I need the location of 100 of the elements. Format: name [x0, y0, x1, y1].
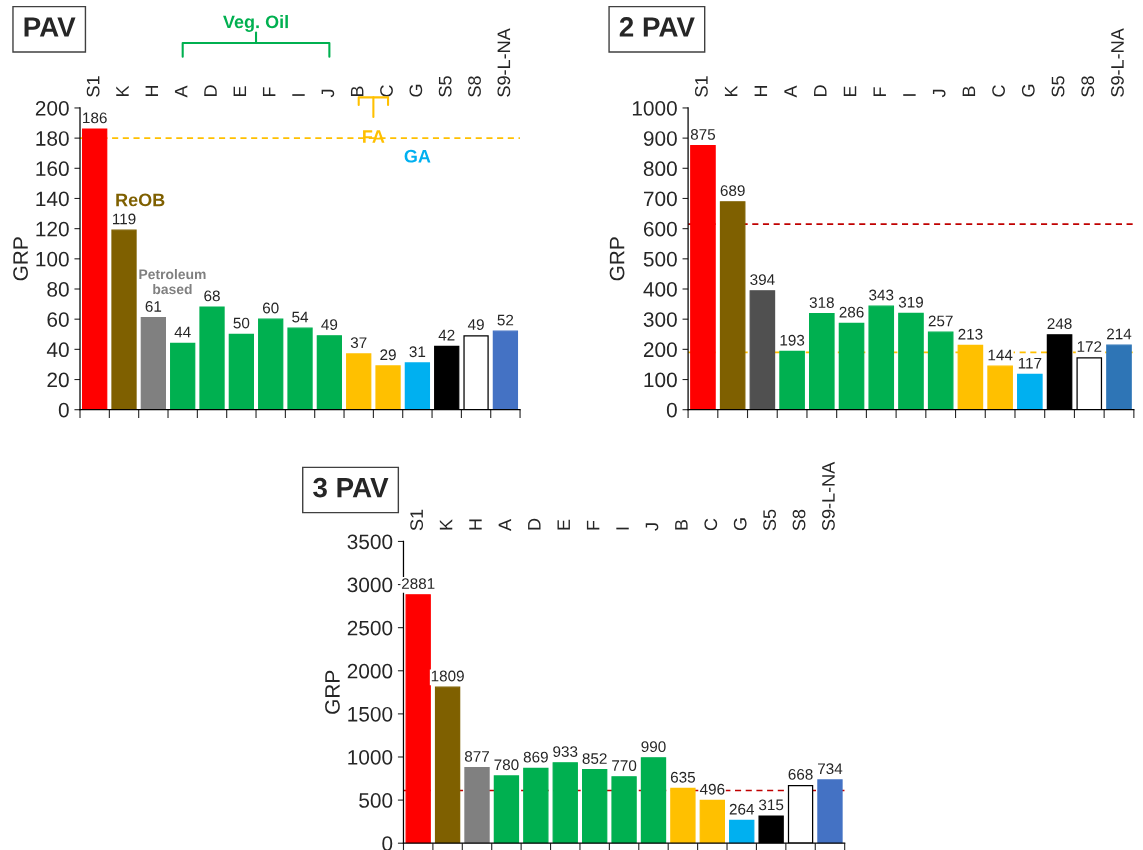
- y-tick-label: 0: [666, 402, 677, 418]
- data-label: 869: [523, 751, 548, 763]
- y-tick-label: 2500: [347, 620, 393, 636]
- data-label: 496: [699, 783, 725, 795]
- data-label: 875: [690, 129, 716, 140]
- data-label: 770: [612, 760, 637, 772]
- data-label: 990: [641, 741, 666, 753]
- data-label: 31: [409, 346, 426, 358]
- chart-title: 2 PAV: [619, 17, 695, 37]
- y-tick-label: 80: [47, 282, 69, 297]
- data-label: 61: [145, 301, 162, 312]
- bar: [434, 686, 461, 844]
- data-label: 2881: [401, 578, 435, 590]
- x-tick-label: G: [409, 84, 423, 97]
- bar: [404, 362, 431, 410]
- x-tick-label: F: [586, 520, 600, 530]
- x-tick-label: J: [645, 523, 659, 531]
- data-label: 37: [350, 337, 367, 349]
- data-label: 29: [380, 349, 396, 361]
- data-label: 852: [582, 753, 607, 764]
- x-tick-label: S8: [792, 509, 806, 531]
- data-label: 319: [898, 296, 923, 308]
- x-tick-label: F: [873, 87, 886, 97]
- bar: [405, 594, 431, 844]
- data-label: 172: [1077, 341, 1102, 352]
- y-tick-label: 160: [36, 161, 69, 177]
- data-label: 68: [204, 290, 220, 302]
- x-tick-label: B: [962, 86, 976, 97]
- y-tick-label: 120: [36, 221, 69, 237]
- x-tick-label: H: [754, 85, 768, 97]
- x-tick-label: E: [557, 519, 570, 530]
- x-tick-label: B: [350, 86, 364, 97]
- x-tick-label: S1: [410, 509, 424, 531]
- y-tick-label: 600: [643, 221, 677, 237]
- y-axis-title: GRP: [325, 670, 340, 714]
- data-label: 42: [438, 329, 455, 341]
- y-axis-title: GRP: [609, 237, 625, 281]
- x-tick-label: S5: [1051, 76, 1065, 97]
- data-label: 315: [758, 799, 784, 811]
- data-label: 933: [553, 746, 578, 757]
- y-tick-label: 0: [382, 836, 393, 850]
- x-tick-label: S8: [1081, 76, 1095, 97]
- x-tick-label: J: [321, 89, 335, 98]
- y-tick-label: 20: [47, 372, 69, 388]
- data-label: 117: [1018, 357, 1042, 369]
- y-tick-label: 900: [643, 131, 677, 146]
- bar: [640, 757, 667, 844]
- y-tick-label: 400: [643, 282, 677, 297]
- y-tick-label: 2000: [347, 663, 393, 679]
- bar: [749, 290, 776, 410]
- x-tick-label: S5: [438, 76, 452, 97]
- y-tick-label: 200: [643, 342, 677, 358]
- x-tick-label: B: [675, 519, 688, 530]
- data-label: 50: [233, 317, 250, 329]
- bar: [375, 365, 401, 410]
- data-label: 49: [467, 319, 484, 330]
- data-label: 668: [788, 768, 813, 780]
- x-tick-label: S9-L-NA: [497, 28, 511, 97]
- data-label: 877: [464, 750, 489, 762]
- data-label: 49: [321, 319, 338, 330]
- x-tick-label: H: [469, 519, 482, 530]
- x-tick-label: C: [380, 85, 393, 97]
- x-tick-label: D: [204, 85, 217, 97]
- data-label: 54: [292, 311, 309, 323]
- x-tick-label: C: [992, 85, 1005, 97]
- y-tick-label: 500: [643, 251, 677, 267]
- x-tick-label: A: [174, 85, 188, 98]
- x-tick-label: E: [233, 86, 247, 97]
- data-label: 186: [83, 112, 107, 124]
- x-tick-label: F: [262, 87, 276, 97]
- y-tick-label: 40: [46, 342, 69, 358]
- y-tick-label: 60: [47, 312, 69, 327]
- y-tick-label: 500: [359, 793, 393, 808]
- x-tick-label: D: [528, 518, 541, 530]
- x-tick-label: S1: [695, 76, 708, 97]
- x-tick-label: D: [814, 85, 827, 97]
- data-label: 52: [497, 314, 514, 326]
- data-label: 734: [818, 763, 843, 775]
- y-tick-label: 100: [36, 251, 69, 267]
- x-tick-label: J: [932, 89, 946, 98]
- y-axis-title: GRP: [13, 237, 28, 281]
- x-tick-label: A: [784, 85, 797, 98]
- y-tick-label: 180: [36, 131, 69, 146]
- bar: [346, 353, 372, 410]
- data-label: 248: [1047, 318, 1072, 330]
- data-label: 214: [1107, 328, 1132, 340]
- y-tick-label: 100: [644, 372, 677, 388]
- data-label: 60: [262, 302, 279, 314]
- text: Veg. Oil: [223, 15, 288, 32]
- x-tick-label: I: [292, 94, 305, 96]
- bar: [817, 779, 843, 844]
- y-tick-label: 300: [643, 312, 677, 327]
- y-tick-label: 700: [643, 191, 677, 207]
- x-tick-label: S5: [763, 509, 776, 531]
- data-label: 318: [809, 297, 834, 308]
- x-tick-label: I: [616, 527, 629, 530]
- x-tick-label: S9-L-NA: [1111, 28, 1124, 97]
- data-label: 193: [780, 334, 805, 346]
- x-tick-label: E: [843, 86, 857, 97]
- data-label: 264: [729, 803, 755, 815]
